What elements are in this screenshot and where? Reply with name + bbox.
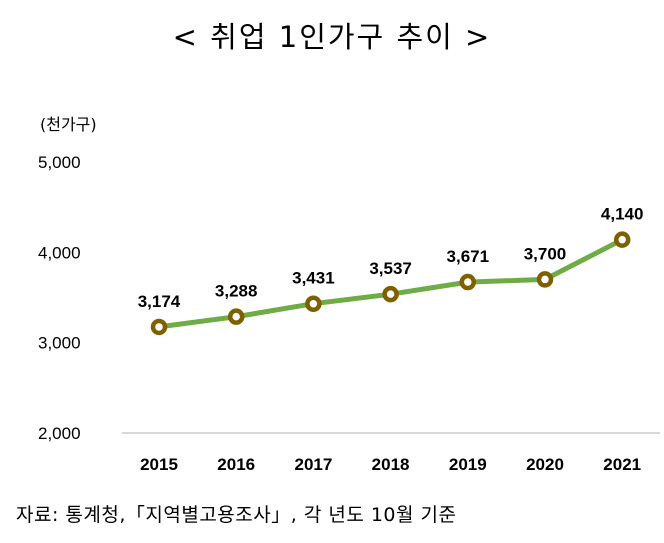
x-tick-label: 2017: [294, 455, 332, 474]
x-tick-label: 2021: [603, 455, 641, 474]
y-tick-label: 5,000: [38, 153, 81, 172]
data-label: 3,431: [292, 269, 335, 288]
data-point-marker: [305, 295, 322, 312]
data-label: 3,537: [369, 259, 412, 278]
data-point-marker: [459, 273, 477, 291]
data-point-marker: [227, 308, 245, 325]
data-label: 4,140: [601, 205, 644, 224]
data-point-marker: [150, 318, 168, 336]
data-label: 3,671: [447, 247, 490, 266]
data-point-marker: [536, 271, 554, 288]
source-note: 자료: 통계청,「지역별고용조사」, 각 년도 10월 기준: [16, 504, 457, 526]
data-point-marker: [613, 231, 631, 248]
x-tick-label: 2018: [372, 455, 410, 474]
data-label: 3,174: [138, 292, 181, 311]
data-label: 3,288: [215, 282, 258, 301]
x-tick-label: 2016: [217, 455, 255, 474]
y-axis-unit-label: (천가구): [40, 115, 97, 134]
chart-title: < 취업 1인가구 추이 >: [172, 20, 492, 54]
y-tick-label: 3,000: [38, 334, 81, 353]
y-tick-label: 4,000: [38, 243, 81, 262]
data-point-marker: [382, 285, 399, 303]
x-tick-label: 2020: [526, 455, 564, 474]
x-tick-label: 2019: [449, 455, 487, 474]
x-tick-label: 2015: [140, 455, 178, 474]
data-label: 3,700: [524, 244, 567, 263]
y-tick-label: 2,000: [38, 424, 81, 443]
